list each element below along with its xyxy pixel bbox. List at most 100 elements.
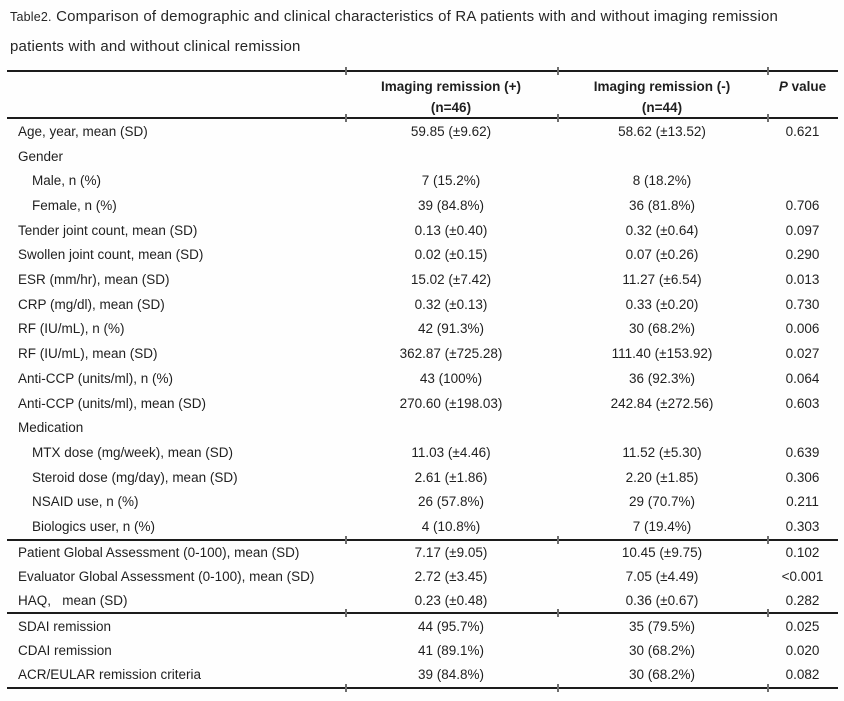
row-label: Evaluator Global Assessment (0-100), mea… [18, 568, 315, 584]
column-tick [557, 67, 559, 75]
table-row: Gender [7, 144, 838, 169]
row-p-value: 0.020 [785, 642, 820, 658]
value-imaging-negative: 30 (68.2%) [628, 667, 696, 683]
table-header: Imaging remission (+) (n=46) Imaging rem… [7, 73, 838, 117]
row-p-value: 0.025 [785, 618, 820, 634]
row-p-value: 0.303 [785, 519, 820, 535]
row-p-value: 0.027 [785, 346, 820, 362]
row-p-value: 0.621 [785, 123, 820, 139]
table-row: RF (IU/mL), mean (SD) 362.87 (±725.28) 1… [7, 341, 838, 366]
table-row: Anti-CCP (units/ml), mean (SD) 270.60 (±… [7, 391, 838, 416]
value-imaging-negative: 58.62 (±13.52) [618, 123, 706, 139]
value-imaging-negative: 35 (79.5%) [628, 618, 696, 634]
row-label: CDAI remission [18, 642, 112, 658]
value-imaging-positive: 41 (89.1%) [417, 642, 485, 658]
value-imaging-negative: 7 (19.4%) [632, 519, 692, 535]
row-label: Anti-CCP (units/ml), mean (SD) [18, 395, 207, 411]
row-label: Biologics user, n (%) [32, 519, 156, 535]
row-p-value: 0.006 [785, 321, 820, 337]
table-row: Medication [7, 415, 838, 440]
table-row: CDAI remission 41 (89.1%) 30 (68.2%) 0.0… [7, 638, 838, 662]
table-body-remission: SDAI remission 44 (95.7%) 35 (79.5%) 0.0… [7, 614, 838, 687]
header-imaging-positive: Imaging remission (+) (n=46) [345, 73, 557, 117]
table-row: Age, year, mean (SD) 59.85 (±9.62) 58.62… [7, 119, 838, 144]
value-imaging-positive: 26 (57.8%) [417, 494, 485, 510]
row-label: ACR/EULAR remission criteria [18, 667, 202, 683]
column-tick [767, 684, 769, 692]
row-label: Anti-CCP (units/ml), n (%) [18, 370, 174, 386]
value-imaging-positive: 270.60 (±198.03) [399, 395, 503, 411]
value-imaging-positive: 4 (10.8%) [421, 519, 481, 535]
row-label: Patient Global Assessment (0-100), mean … [18, 545, 300, 561]
row-p-value: 0.282 [785, 592, 820, 608]
table-row: Evaluator Global Assessment (0-100), mea… [7, 565, 838, 589]
table-row: ACR/EULAR remission criteria 39 (84.8%) … [7, 663, 838, 687]
table-row: MTX dose (mg/week), mean (SD) 11.03 (±4.… [7, 440, 838, 465]
table-row: HAQ, mean (SD) 0.23 (±0.48) 0.36 (±0.67)… [7, 588, 838, 612]
column-tick [557, 684, 559, 692]
row-p-value: 0.102 [785, 545, 820, 561]
row-label: Swollen joint count, mean (SD) [18, 247, 204, 263]
column-tick [345, 684, 347, 692]
value-imaging-positive: 0.02 (±0.15) [414, 247, 488, 263]
row-label: CRP (mg/dl), mean (SD) [18, 296, 165, 312]
table-caption-text: Comparison of demographic and clinical c… [10, 8, 779, 55]
header-empty-cell [7, 73, 345, 117]
value-imaging-negative: 11.52 (±5.30) [622, 445, 702, 461]
column-tick [557, 114, 559, 122]
column-tick [345, 114, 347, 122]
value-imaging-negative: 242.84 (±272.56) [610, 395, 714, 411]
value-imaging-negative: 0.33 (±0.20) [625, 296, 699, 312]
value-imaging-negative: 10.45 (±9.75) [621, 545, 703, 561]
rule-bottom [7, 684, 838, 692]
header-imaging-negative: Imaging remission (-) (n=44) [557, 73, 767, 117]
table-row: CRP (mg/dl), mean (SD) 0.32 (±0.13) 0.33… [7, 292, 838, 317]
column-tick [557, 536, 559, 544]
value-imaging-negative: 7.05 (±4.49) [625, 568, 699, 584]
column-tick [557, 609, 559, 617]
value-imaging-positive: 44 (95.7%) [417, 618, 485, 634]
value-imaging-positive: 362.87 (±725.28) [399, 346, 503, 362]
rule-top [7, 67, 838, 75]
row-p-value: 0.013 [785, 272, 820, 288]
column-tick [767, 609, 769, 617]
row-p-value: 0.639 [785, 445, 820, 461]
value-imaging-negative: 30 (68.2%) [628, 321, 696, 337]
row-label: RF (IU/mL), n (%) [18, 321, 125, 337]
p-value-word: value [787, 79, 827, 94]
table-row: Steroid dose (mg/day), mean (SD) 2.61 (±… [7, 465, 838, 490]
value-imaging-positive: 15.02 (±7.42) [410, 272, 492, 288]
value-imaging-positive: 11.03 (±4.46) [411, 445, 491, 461]
row-label: Medication [18, 420, 84, 436]
row-label: Gender [18, 148, 64, 164]
header-imaging-negative-label: Imaging remission (-) [593, 79, 731, 94]
row-label: SDAI remission [18, 618, 112, 634]
row-label: Male, n (%) [32, 173, 102, 189]
row-p-value: 0.211 [786, 494, 819, 510]
value-imaging-negative: 0.36 (±0.67) [625, 592, 699, 608]
value-imaging-positive: 42 (91.3%) [417, 321, 485, 337]
column-tick [345, 67, 347, 75]
table-row: ESR (mm/hr), mean (SD) 15.02 (±7.42) 11.… [7, 267, 838, 292]
value-imaging-positive: 59.85 (±9.62) [410, 123, 492, 139]
value-imaging-positive: 39 (84.8%) [417, 197, 485, 213]
table-number: Table2. [10, 10, 52, 24]
header-imaging-positive-n: (n=46) [430, 100, 472, 115]
table-row: Biologics user, n (%) 4 (10.8%) 7 (19.4%… [7, 514, 838, 539]
table-row: SDAI remission 44 (95.7%) 35 (79.5%) 0.0… [7, 614, 838, 638]
row-p-value: 0.306 [785, 469, 820, 485]
table-row: Anti-CCP (units/ml), n (%) 43 (100%) 36 … [7, 366, 838, 391]
column-tick [345, 609, 347, 617]
header-imaging-negative-n: (n=44) [641, 100, 683, 115]
table-row: RF (IU/mL), n (%) 42 (91.3%) 30 (68.2%) … [7, 317, 838, 342]
value-imaging-negative: 29 (70.7%) [628, 494, 696, 510]
value-imaging-positive: 39 (84.8%) [417, 667, 485, 683]
column-tick [767, 536, 769, 544]
value-imaging-negative: 8 (18.2%) [632, 173, 692, 189]
value-imaging-negative: 111.40 (±153.92) [611, 346, 713, 362]
table-row: Patient Global Assessment (0-100), mean … [7, 541, 838, 565]
header-p-value: P value [767, 73, 838, 117]
value-imaging-positive: 2.72 (±3.45) [414, 568, 488, 584]
table-row: NSAID use, n (%) 26 (57.8%) 29 (70.7%) 0… [7, 490, 838, 515]
